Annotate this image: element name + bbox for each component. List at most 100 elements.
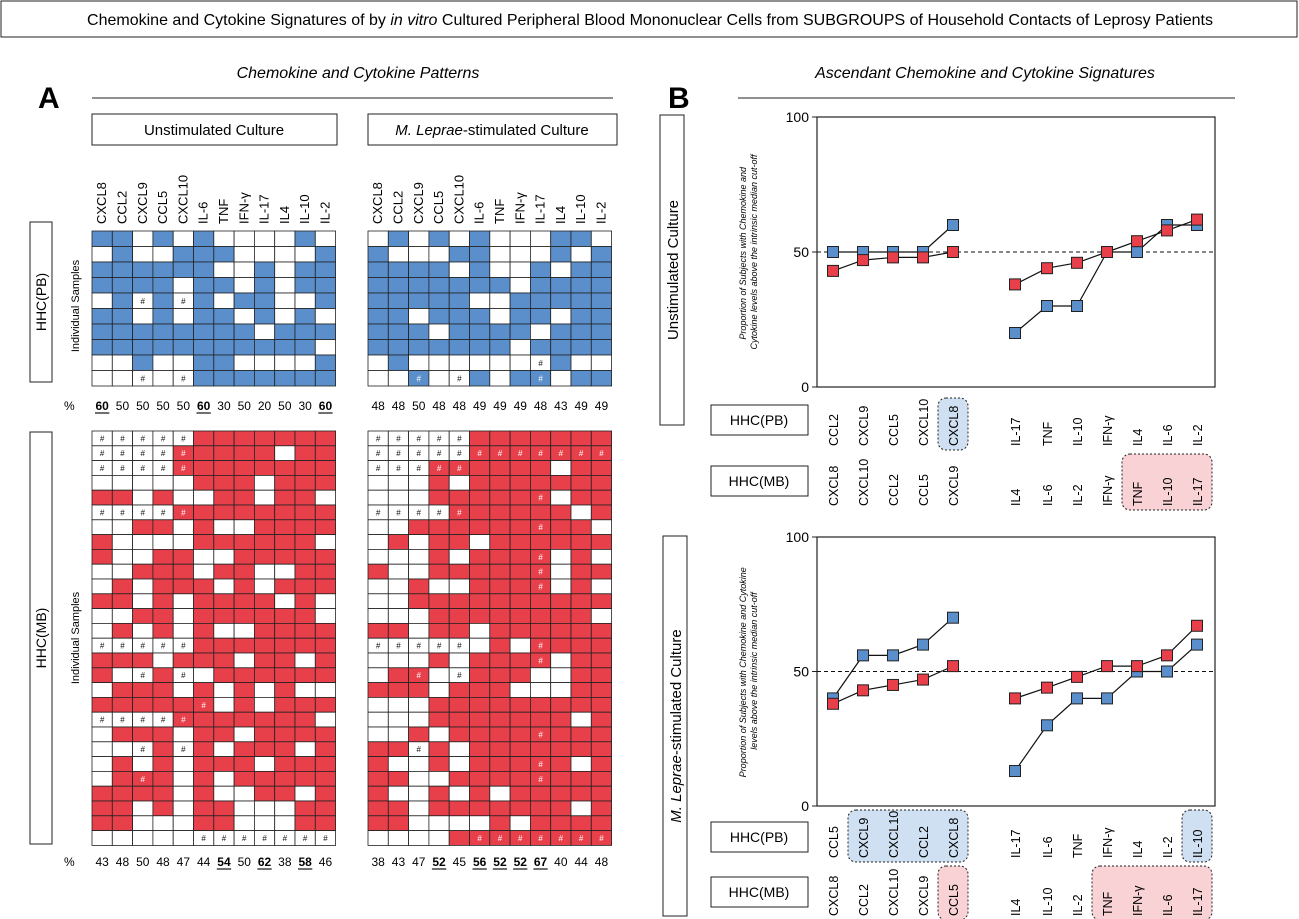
heatmap-cell xyxy=(152,652,174,669)
heatmap-cell xyxy=(428,785,450,802)
heatmap-cell xyxy=(428,667,450,683)
heatmap-cell xyxy=(448,292,470,309)
title-part: Chemokine and Cytokine Signatures of by xyxy=(87,12,390,29)
heatmap-cell xyxy=(448,756,470,772)
analyte-label: CCL2 xyxy=(390,191,405,224)
hash-mark: # xyxy=(161,642,166,651)
hash-mark: # xyxy=(417,642,422,651)
analyte-label: IL-17 xyxy=(257,194,272,224)
heatmap-cell xyxy=(314,785,336,802)
heatmap-cell xyxy=(448,697,470,713)
heatmap-cell xyxy=(274,756,296,772)
analyte-label: TNF xyxy=(492,199,507,224)
hash-mark: # xyxy=(498,834,503,843)
heatmap-cell xyxy=(314,726,336,743)
percent-value: 43 xyxy=(392,855,406,869)
heatmap-cell xyxy=(233,534,255,550)
heatmap-cell xyxy=(152,339,174,356)
heatmap-cell xyxy=(469,549,491,565)
data-point xyxy=(1191,619,1203,632)
heatmap-cell xyxy=(367,815,389,831)
heatmap-cell xyxy=(213,549,235,565)
heatmap-cell xyxy=(509,593,531,609)
heatmap-cell xyxy=(193,623,215,639)
heatmap-cell xyxy=(91,534,113,550)
hash-mark: # xyxy=(538,730,543,739)
analyte-label: IL-10 xyxy=(573,194,588,224)
heatmap-cell xyxy=(590,608,612,624)
analyte-label: CXCL10 xyxy=(451,175,466,224)
unstim-culture-label: Unstimulated Culture xyxy=(144,122,284,139)
heatmap-cell xyxy=(489,815,511,831)
data-point xyxy=(827,697,839,710)
analyte-label: IL-2 xyxy=(593,202,608,224)
pb-samples-label: Individual Samples xyxy=(70,259,82,352)
heatmap-cell xyxy=(274,682,296,698)
heatmap-cell xyxy=(489,637,511,654)
heatmap-cell xyxy=(253,323,276,340)
heatmap-cell xyxy=(152,593,174,609)
heatmap-cell xyxy=(550,261,572,278)
heatmap-cell xyxy=(253,785,276,802)
heatmap-cell xyxy=(294,230,316,247)
heatmap-cell xyxy=(530,815,552,831)
hash-mark: # xyxy=(100,464,105,473)
heatmap-cell xyxy=(469,785,491,802)
heatmap-cell xyxy=(367,308,389,325)
heatmap-cell xyxy=(111,815,134,831)
heatmap-cell xyxy=(590,785,612,802)
heatmap-cell xyxy=(448,711,470,728)
mb-samples-label: Individual Samples xyxy=(70,591,82,684)
category-label: IL-10 xyxy=(1161,477,1175,506)
heatmap-cell xyxy=(469,504,491,521)
data-point xyxy=(1161,649,1173,662)
heatmap-cell xyxy=(132,785,154,802)
heatmap-cell xyxy=(570,726,592,743)
heatmap-cell xyxy=(387,230,409,247)
heatmap-cell xyxy=(132,474,154,491)
heatmap-cell xyxy=(152,563,174,580)
heatmap-cell xyxy=(172,246,194,263)
heatmap-cell xyxy=(408,830,430,846)
heatmap-cell xyxy=(294,323,316,340)
heatmap-cell xyxy=(428,308,450,325)
heatmap-cell xyxy=(489,504,511,521)
heatmap-cell xyxy=(530,697,552,713)
heatmap-cell xyxy=(213,578,235,595)
b-stim-ylabel: Proportion of Subjects with Chemokine an… xyxy=(738,565,759,778)
percent-value: 46 xyxy=(319,855,333,869)
heatmap-cell xyxy=(274,489,296,506)
data-point xyxy=(1101,246,1113,258)
category-label: CCL5 xyxy=(827,826,841,858)
hash-mark: # xyxy=(538,760,543,769)
heatmap-cell xyxy=(448,474,470,491)
heatmap-cell xyxy=(570,637,592,654)
heatmap-cell xyxy=(152,815,174,831)
heatmap-cell xyxy=(314,474,336,491)
heatmap-cell xyxy=(570,667,592,683)
heatmap-cell xyxy=(193,460,215,476)
heatmap-cell xyxy=(233,756,255,772)
heatmap-cell xyxy=(408,756,430,772)
hash-mark: # xyxy=(181,716,186,725)
category-label: CCL2 xyxy=(857,884,871,916)
heatmap-cell xyxy=(111,741,134,757)
heatmap-mb-stim: # # # # # # # # # # # # # # # # # # # # # # # # # # # # # # # # # # # # # # # #… xyxy=(367,430,612,870)
heatmap-cell xyxy=(274,800,296,817)
heatmap-cell xyxy=(213,682,235,698)
hash-mark: # xyxy=(181,374,186,383)
analyte-label: IL4 xyxy=(277,206,292,224)
heatmap-cell xyxy=(91,682,113,698)
heatmap-cell xyxy=(489,261,511,278)
heatmap-cell xyxy=(233,474,255,491)
heatmap-cell xyxy=(294,460,316,476)
heatmap-cell xyxy=(387,261,409,278)
heatmap-cell xyxy=(132,354,154,371)
heatmap-cell xyxy=(111,261,134,278)
heatmap-cell xyxy=(314,504,336,521)
heatmap-cell xyxy=(530,339,552,356)
heatmap-cell xyxy=(367,549,389,565)
hash-mark: # xyxy=(579,449,584,458)
category-label: IL-6 xyxy=(1161,894,1175,916)
hash-mark: # xyxy=(396,642,401,651)
